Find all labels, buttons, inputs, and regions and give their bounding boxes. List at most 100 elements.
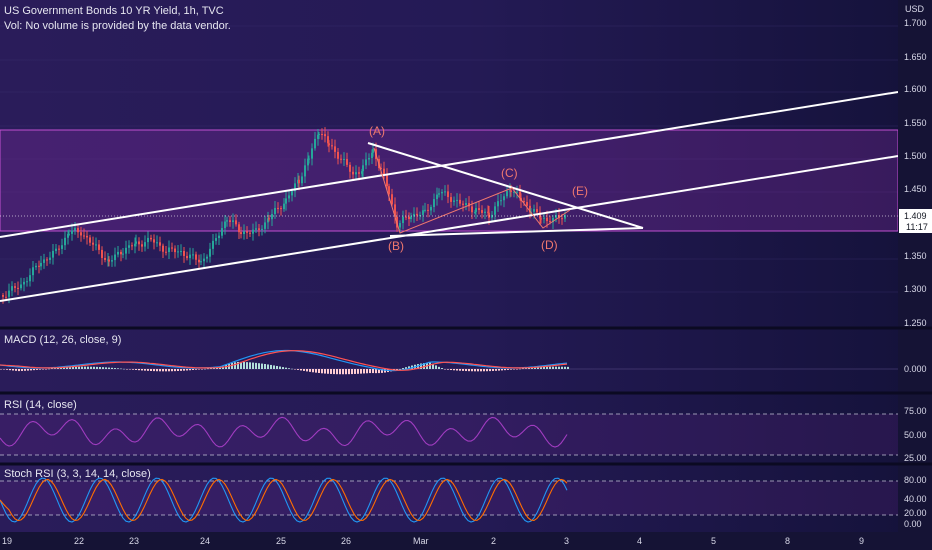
macd-hist-bar [147,369,149,371]
macd-hist-bar [66,367,68,369]
macd-hist-bar [462,369,464,371]
candle-body [334,146,336,152]
macd-hist-bar [357,369,359,374]
candle-body [424,209,426,211]
candlesticks[interactable] [2,127,566,304]
candle-body [209,248,211,257]
candle-body [232,220,234,222]
candle-body [380,168,382,170]
macd-hist-bar [12,369,14,371]
macd-hist-bar [204,368,206,370]
candle-body [552,217,554,223]
macd-hist-bar [429,362,431,369]
macd-hist-bar [465,369,467,372]
macd-hist-bar [399,368,401,370]
countdown-value: 11:17 [906,222,928,232]
candle-body [122,253,124,255]
macd-hist-bar [480,369,482,372]
macd-hist-bar [279,366,281,369]
candle-body [120,251,122,255]
time-tick: 3 [564,536,569,546]
wave-path[interactable] [373,147,571,234]
candle-body [564,215,566,219]
candle-body [101,249,103,258]
candle-body [478,208,480,211]
macd-hist-bar [81,366,83,369]
candle-body [95,244,97,246]
stoch-tick: 80.00 [904,475,927,485]
candle-body [484,211,486,213]
macd-hist-bar [285,367,287,369]
candle-body [258,228,260,230]
candle-body [456,199,458,201]
macd-hist-bar [210,368,212,369]
macd-hist-bar [498,369,500,371]
macd-hist-bar [138,369,140,371]
candle-body [74,228,76,231]
triangle-upper-line[interactable] [367,142,644,229]
candle-body [20,284,22,289]
candle-body [405,216,407,218]
macd-hist-bar [396,369,398,370]
macd-hist-bar [531,367,533,369]
macd-hist-bar [339,369,341,375]
stoch-band [0,481,898,515]
candle-body [447,191,449,198]
last-price-tag [899,209,932,233]
macd-hist-bar [36,369,38,370]
macd-hist-bar [240,361,242,369]
candle-body [311,148,313,159]
price-tick: 1.450 [904,184,927,194]
price-tick: 1.600 [904,84,927,94]
candle-body [198,259,200,263]
time-tick: 5 [711,536,716,546]
macd-hist-bar [318,369,320,374]
trendlines[interactable] [0,91,899,302]
candle-body [138,241,140,245]
macd-hist-bar [33,369,35,371]
candle-body [180,250,182,252]
macd-hist-bar [510,369,512,370]
macd-hist-bar [405,367,407,369]
candle-body [229,220,231,222]
macd-hist-bar [102,367,104,369]
candle-body [71,230,73,234]
candle-body [274,207,276,215]
macd-hist-bar [21,369,23,371]
candle-body [506,190,508,197]
macd-hist-bar [561,366,563,369]
macd-hist-bar [495,369,497,371]
candle-body [536,209,538,213]
macd-hist-bar [24,369,26,371]
macd-hist-bar [444,369,446,370]
candle-body [156,242,158,244]
macd-hist-bar [90,366,92,369]
macd-hist-bar [312,369,314,373]
macd-hist-bar [186,369,188,371]
triangle-lower-line[interactable] [389,227,644,237]
stoch-tick: 20.00 [904,508,927,518]
macd-hist-bar [3,369,5,370]
macd-hist-bar [84,366,86,369]
candle-body [268,218,270,220]
macd-hist-bar [171,369,173,372]
channel-upper-line[interactable] [0,91,899,238]
time-axis[interactable] [0,532,932,550]
macd-hist-bar [555,366,557,369]
macd-hist-bar [9,369,11,371]
candle-body [243,231,245,235]
candle-body [346,158,348,165]
candle-body [77,228,79,233]
macd-hist-bar [351,369,353,375]
candle-body [408,216,410,220]
time-tick: 24 [200,536,210,546]
macd-hist-bar [441,368,443,369]
channel-lower-line[interactable] [0,155,899,302]
macd-hist-bar [216,367,218,369]
candle-body [422,210,424,215]
macd-hist-bar [15,369,17,371]
candle-body [419,214,421,216]
macd-hist-bar [261,363,263,369]
price-scale[interactable] [898,0,932,550]
